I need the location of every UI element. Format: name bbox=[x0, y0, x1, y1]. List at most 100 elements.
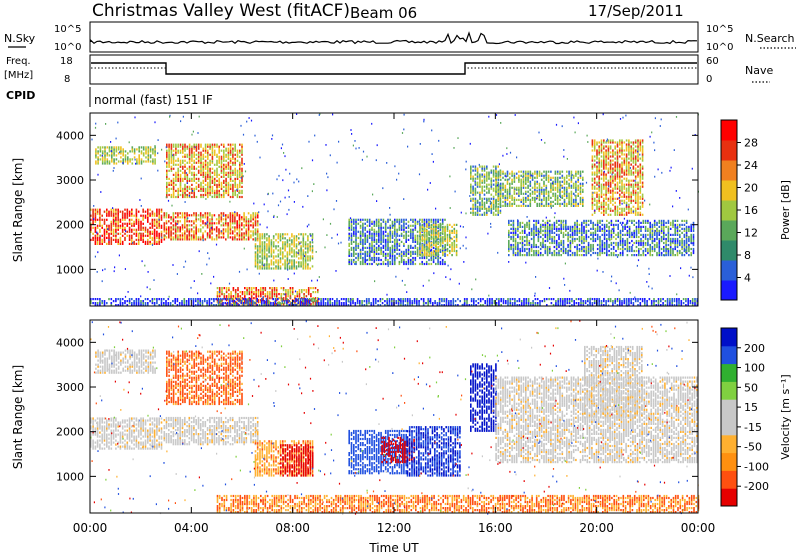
heatmap-cell bbox=[252, 224, 254, 226]
heatmap-cell bbox=[175, 154, 177, 156]
heatmap-cell bbox=[170, 216, 172, 218]
heatmap-cell bbox=[670, 224, 672, 226]
heatmap-cell bbox=[239, 224, 241, 226]
heatmap-cell bbox=[207, 150, 209, 152]
heatmap-cell bbox=[285, 291, 287, 293]
heatmap-cell bbox=[228, 192, 230, 194]
heatmap-cell bbox=[97, 152, 99, 154]
heatmap-cell bbox=[421, 219, 423, 221]
heatmap-cell bbox=[191, 148, 193, 150]
heatmap-cell bbox=[209, 148, 211, 150]
heatmap-cell bbox=[524, 228, 526, 230]
heatmap-cell bbox=[179, 226, 181, 228]
heatmap-cell bbox=[590, 254, 592, 256]
heatmap-cell bbox=[202, 234, 204, 236]
heatmap-cell bbox=[228, 176, 230, 178]
heatmap-cell bbox=[582, 201, 584, 203]
heatmap-cell bbox=[513, 254, 515, 256]
heatmap-cell bbox=[392, 245, 394, 247]
heatmap-cell bbox=[171, 158, 173, 160]
heatmap-cell bbox=[97, 213, 99, 215]
heatmap-cell bbox=[305, 251, 307, 253]
heatmap-cell bbox=[362, 227, 364, 229]
heatmap-cell bbox=[214, 174, 216, 176]
heatmap-cell bbox=[355, 247, 357, 249]
heatmap-cell bbox=[371, 241, 373, 243]
heatmap-cell bbox=[312, 265, 314, 267]
heatmap-cell bbox=[193, 214, 195, 216]
heatmap-cell bbox=[252, 212, 254, 214]
heatmap-cell bbox=[638, 226, 640, 228]
nsky-label: N.Sky bbox=[4, 32, 36, 45]
heatmap-cell bbox=[241, 186, 243, 188]
heatmap-cell bbox=[495, 203, 497, 205]
heatmap-cell bbox=[198, 172, 200, 174]
heatmap-cell bbox=[385, 243, 387, 245]
heatmap-cell bbox=[412, 241, 414, 243]
heatmap-cell bbox=[410, 253, 412, 255]
heatmap-cell bbox=[586, 246, 588, 248]
heatmap-cell bbox=[392, 255, 394, 257]
heatmap-cell bbox=[385, 223, 387, 225]
heatmap-cell bbox=[535, 226, 537, 228]
heatmap-cell bbox=[592, 228, 594, 230]
heatmap-cell bbox=[394, 245, 396, 247]
heatmap-cell bbox=[200, 194, 202, 196]
heatmap-cell bbox=[668, 240, 670, 242]
heatmap-cell bbox=[171, 196, 173, 198]
heatmap-cell bbox=[649, 254, 651, 256]
heatmap-cell bbox=[629, 220, 631, 222]
heatmap-cell bbox=[150, 160, 152, 162]
nsky-tick-bottom: 10^0 bbox=[54, 42, 81, 53]
heatmap-cell bbox=[378, 223, 380, 225]
heatmap-cell bbox=[410, 235, 412, 237]
heatmap-cell bbox=[517, 224, 519, 226]
heatmap-cell bbox=[550, 179, 552, 181]
heatmap-cell bbox=[177, 236, 179, 238]
heatmap-cell bbox=[620, 230, 622, 232]
heatmap-cell bbox=[278, 265, 280, 267]
heatmap-cell bbox=[583, 230, 585, 232]
heatmap-cell bbox=[216, 184, 218, 186]
heatmap-cell bbox=[620, 232, 622, 234]
heatmap-cell bbox=[552, 193, 554, 195]
heatmap-cell bbox=[234, 150, 236, 152]
heatmap-cell bbox=[668, 220, 670, 222]
heatmap-cell bbox=[684, 254, 686, 256]
heatmap-cell bbox=[266, 265, 268, 267]
heatmap-cell bbox=[262, 251, 264, 253]
heatmap-cell bbox=[305, 267, 307, 269]
heatmap-cell bbox=[142, 233, 144, 235]
heatmap-cell bbox=[230, 184, 232, 186]
heatmap-cell bbox=[564, 189, 566, 191]
heatmap-cell bbox=[205, 152, 207, 154]
heatmap-cell bbox=[166, 170, 168, 172]
heatmap-cell bbox=[475, 168, 477, 170]
heatmap-cell bbox=[509, 205, 511, 207]
heatmap-cell bbox=[668, 236, 670, 238]
heatmap-cell bbox=[262, 263, 264, 265]
heatmap-cell bbox=[258, 289, 260, 291]
heatmap-cell bbox=[475, 166, 477, 168]
heatmap-cell bbox=[571, 185, 573, 187]
heatmap-cell bbox=[526, 240, 528, 242]
heatmap-cell bbox=[688, 236, 690, 238]
heatmap-cell bbox=[232, 218, 234, 220]
heatmap-cell bbox=[104, 211, 106, 213]
heatmap-cell bbox=[472, 170, 474, 172]
heatmap-cell bbox=[221, 164, 223, 166]
heatmap-cell bbox=[166, 174, 168, 176]
heatmap-cell bbox=[475, 202, 477, 204]
heatmap-cell bbox=[243, 236, 245, 238]
heatmap-cell bbox=[166, 164, 168, 166]
heatmap-cell bbox=[617, 236, 619, 238]
heatmap-cell bbox=[374, 229, 376, 231]
heatmap-cell bbox=[207, 212, 209, 214]
heatmap-cell bbox=[554, 228, 556, 230]
heatmap-cell bbox=[358, 257, 360, 259]
heatmap-cell bbox=[679, 250, 681, 252]
heatmap-cell bbox=[241, 144, 243, 146]
heatmap-cell bbox=[100, 154, 102, 156]
heatmap-cell bbox=[120, 239, 122, 241]
heatmap-cell bbox=[250, 220, 252, 222]
